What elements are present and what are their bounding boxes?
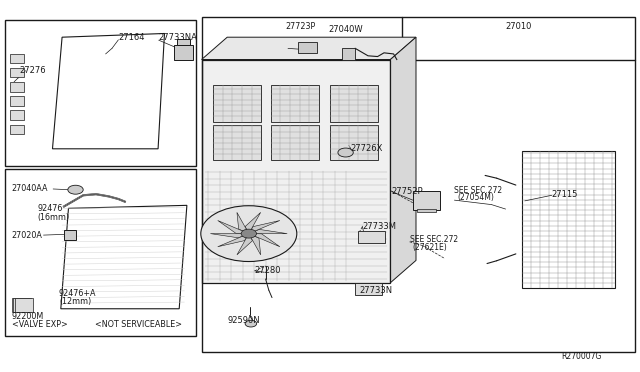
Polygon shape [61, 205, 187, 309]
Bar [12, 298, 29, 312]
Bar [10, 54, 24, 63]
Bar [330, 85, 378, 122]
Polygon shape [249, 234, 260, 255]
Bar [330, 125, 378, 160]
Text: 27040W: 27040W [328, 25, 363, 34]
Bar [355, 283, 382, 295]
Text: <NOT SERVICEABLE>: <NOT SERVICEABLE> [95, 320, 182, 329]
Polygon shape [218, 221, 249, 234]
Circle shape [68, 185, 83, 194]
Polygon shape [245, 212, 260, 234]
Text: 27010: 27010 [506, 22, 532, 31]
Polygon shape [202, 37, 416, 60]
Circle shape [338, 148, 353, 157]
Text: 27164: 27164 [118, 33, 145, 42]
Text: 27726X: 27726X [351, 144, 383, 153]
Polygon shape [237, 212, 249, 234]
Bar [5, 169, 196, 336]
Bar [271, 125, 319, 160]
Bar [10, 68, 24, 77]
Bar [522, 151, 615, 288]
Text: 92476+A: 92476+A [59, 289, 97, 298]
Polygon shape [249, 221, 280, 234]
Text: (27621E): (27621E) [412, 243, 447, 252]
Bar [10, 82, 24, 92]
Bar [402, 16, 636, 60]
Bar [358, 231, 385, 243]
Text: 27733N: 27733N [359, 286, 392, 295]
Text: (16mm): (16mm) [37, 213, 69, 222]
Bar [213, 85, 261, 122]
Circle shape [241, 229, 257, 238]
Text: 27115: 27115 [552, 190, 578, 199]
Bar [10, 96, 24, 106]
Text: 92590N: 92590N [228, 316, 260, 325]
Text: 27733NA: 27733NA [159, 33, 198, 42]
Text: 27276: 27276 [19, 66, 46, 75]
Text: 92476: 92476 [37, 204, 63, 213]
Bar [177, 39, 190, 45]
Text: 27040AA: 27040AA [12, 185, 48, 193]
Text: 27752P: 27752P [392, 187, 423, 196]
Bar [213, 125, 261, 160]
Text: R270007G: R270007G [561, 352, 602, 361]
Bar [342, 48, 355, 60]
Text: SEE SEC.272: SEE SEC.272 [454, 186, 502, 195]
Text: SEE SEC.272: SEE SEC.272 [410, 235, 458, 244]
Polygon shape [237, 234, 252, 255]
Bar [298, 42, 317, 53]
Bar [15, 298, 33, 312]
Bar [10, 125, 24, 134]
Bar [174, 45, 193, 60]
Text: 27733M: 27733M [362, 222, 396, 231]
Bar [202, 60, 390, 283]
Polygon shape [52, 33, 164, 149]
Polygon shape [249, 234, 280, 247]
Text: 27280: 27280 [255, 266, 281, 275]
Bar [202, 17, 635, 352]
Bar [64, 230, 76, 240]
Bar [271, 85, 319, 122]
Bar [202, 60, 390, 283]
Polygon shape [211, 234, 249, 238]
Text: 27020A: 27020A [12, 231, 42, 240]
Circle shape [201, 206, 297, 262]
Polygon shape [249, 230, 287, 234]
Text: (12mm): (12mm) [59, 297, 91, 306]
Circle shape [245, 320, 257, 327]
Polygon shape [390, 37, 416, 283]
Polygon shape [218, 234, 249, 247]
Bar [413, 191, 440, 210]
Bar [13, 298, 31, 312]
Text: (27054M): (27054M) [457, 193, 494, 202]
Text: 92200M: 92200M [12, 312, 44, 321]
Bar [5, 20, 196, 166]
Text: <VALVE EXP>: <VALVE EXP> [12, 320, 67, 329]
Text: 27723P: 27723P [285, 22, 316, 31]
Bar [10, 110, 24, 120]
Bar [417, 209, 436, 212]
